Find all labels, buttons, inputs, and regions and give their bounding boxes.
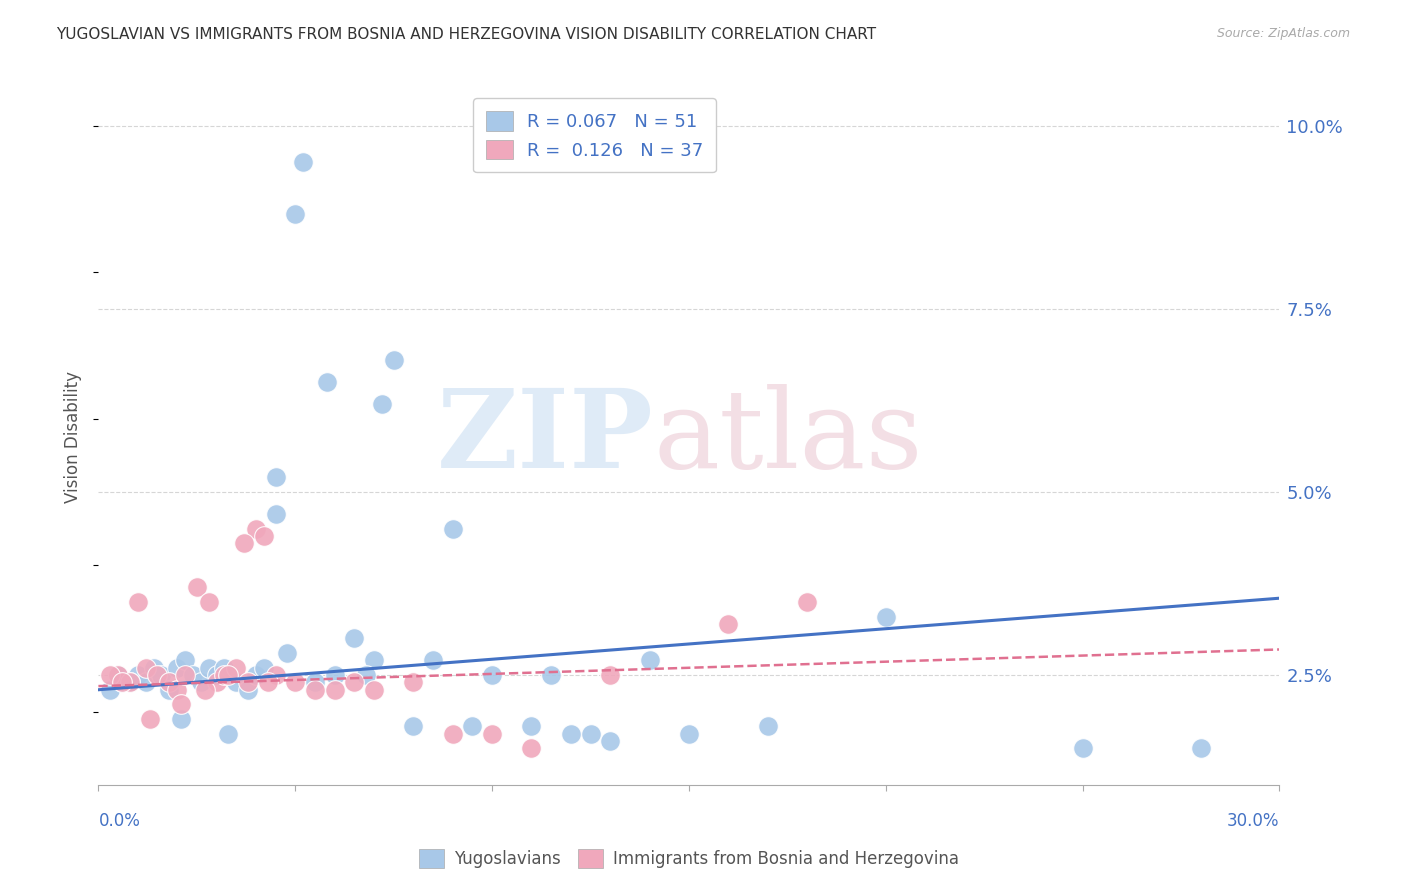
Point xyxy=(245,668,267,682)
Point xyxy=(225,675,247,690)
Point xyxy=(170,712,193,726)
Point xyxy=(402,719,425,733)
Point xyxy=(363,653,385,667)
Point xyxy=(796,595,818,609)
Point xyxy=(264,507,287,521)
Legend: R = 0.067   N = 51, R =  0.126   N = 37: R = 0.067 N = 51, R = 0.126 N = 37 xyxy=(472,98,716,172)
Y-axis label: Vision Disability: Vision Disability xyxy=(65,371,83,503)
Point xyxy=(256,675,278,690)
Point xyxy=(135,661,157,675)
Point xyxy=(540,668,562,682)
Point xyxy=(118,675,141,690)
Point xyxy=(157,675,180,690)
Point xyxy=(441,727,464,741)
Point xyxy=(599,668,621,682)
Text: 30.0%: 30.0% xyxy=(1227,812,1279,830)
Point xyxy=(236,682,259,697)
Point xyxy=(284,207,307,221)
Point xyxy=(98,682,121,697)
Point xyxy=(127,595,149,609)
Legend: Yugoslavians, Immigrants from Bosnia and Herzegovina: Yugoslavians, Immigrants from Bosnia and… xyxy=(412,843,966,875)
Point xyxy=(717,616,740,631)
Point xyxy=(166,682,188,697)
Point xyxy=(304,682,326,697)
Point xyxy=(236,675,259,690)
Point xyxy=(205,668,228,682)
Point xyxy=(481,668,503,682)
Point xyxy=(197,595,219,609)
Point xyxy=(214,661,236,675)
Point xyxy=(304,675,326,690)
Point xyxy=(253,529,276,543)
Point xyxy=(217,668,239,682)
Point xyxy=(520,741,543,756)
Point xyxy=(461,719,484,733)
Text: Source: ZipAtlas.com: Source: ZipAtlas.com xyxy=(1216,27,1350,40)
Point xyxy=(253,661,276,675)
Point xyxy=(174,668,197,682)
Point xyxy=(138,712,160,726)
Point xyxy=(371,397,394,411)
Point xyxy=(150,668,173,682)
Point xyxy=(343,675,366,690)
Text: YUGOSLAVIAN VS IMMIGRANTS FROM BOSNIA AND HERZEGOVINA VISION DISABILITY CORRELAT: YUGOSLAVIAN VS IMMIGRANTS FROM BOSNIA AN… xyxy=(56,27,876,42)
Point xyxy=(127,668,149,682)
Point xyxy=(107,668,129,682)
Point xyxy=(343,632,366,646)
Point xyxy=(481,727,503,741)
Point xyxy=(118,675,141,690)
Point xyxy=(1071,741,1094,756)
Point xyxy=(190,675,212,690)
Point xyxy=(166,661,188,675)
Point xyxy=(382,353,405,368)
Point xyxy=(205,675,228,690)
Point xyxy=(214,668,236,682)
Point xyxy=(560,727,582,741)
Point xyxy=(142,661,165,675)
Point xyxy=(186,580,208,594)
Point xyxy=(157,682,180,697)
Point xyxy=(756,719,779,733)
Point xyxy=(111,675,134,690)
Point xyxy=(402,675,425,690)
Point xyxy=(194,682,217,697)
Point xyxy=(354,668,377,682)
Point xyxy=(315,375,337,389)
Point xyxy=(363,682,385,697)
Point xyxy=(181,668,204,682)
Point xyxy=(875,609,897,624)
Point xyxy=(225,661,247,675)
Point xyxy=(323,682,346,697)
Point xyxy=(323,668,346,682)
Point xyxy=(107,668,129,682)
Point xyxy=(233,536,256,550)
Point xyxy=(197,661,219,675)
Point xyxy=(174,653,197,667)
Point xyxy=(441,522,464,536)
Point xyxy=(422,653,444,667)
Text: atlas: atlas xyxy=(654,384,924,491)
Point xyxy=(678,727,700,741)
Point xyxy=(146,668,169,682)
Point xyxy=(292,155,315,169)
Point xyxy=(1189,741,1212,756)
Point xyxy=(245,522,267,536)
Point xyxy=(264,470,287,484)
Point xyxy=(638,653,661,667)
Point xyxy=(264,668,287,682)
Point xyxy=(135,675,157,690)
Point xyxy=(111,675,134,690)
Point xyxy=(276,646,298,660)
Point xyxy=(520,719,543,733)
Point xyxy=(579,727,602,741)
Point xyxy=(217,727,239,741)
Point xyxy=(599,734,621,748)
Point xyxy=(170,698,193,712)
Text: 0.0%: 0.0% xyxy=(98,812,141,830)
Text: ZIP: ZIP xyxy=(437,384,654,491)
Point xyxy=(284,675,307,690)
Point xyxy=(98,668,121,682)
